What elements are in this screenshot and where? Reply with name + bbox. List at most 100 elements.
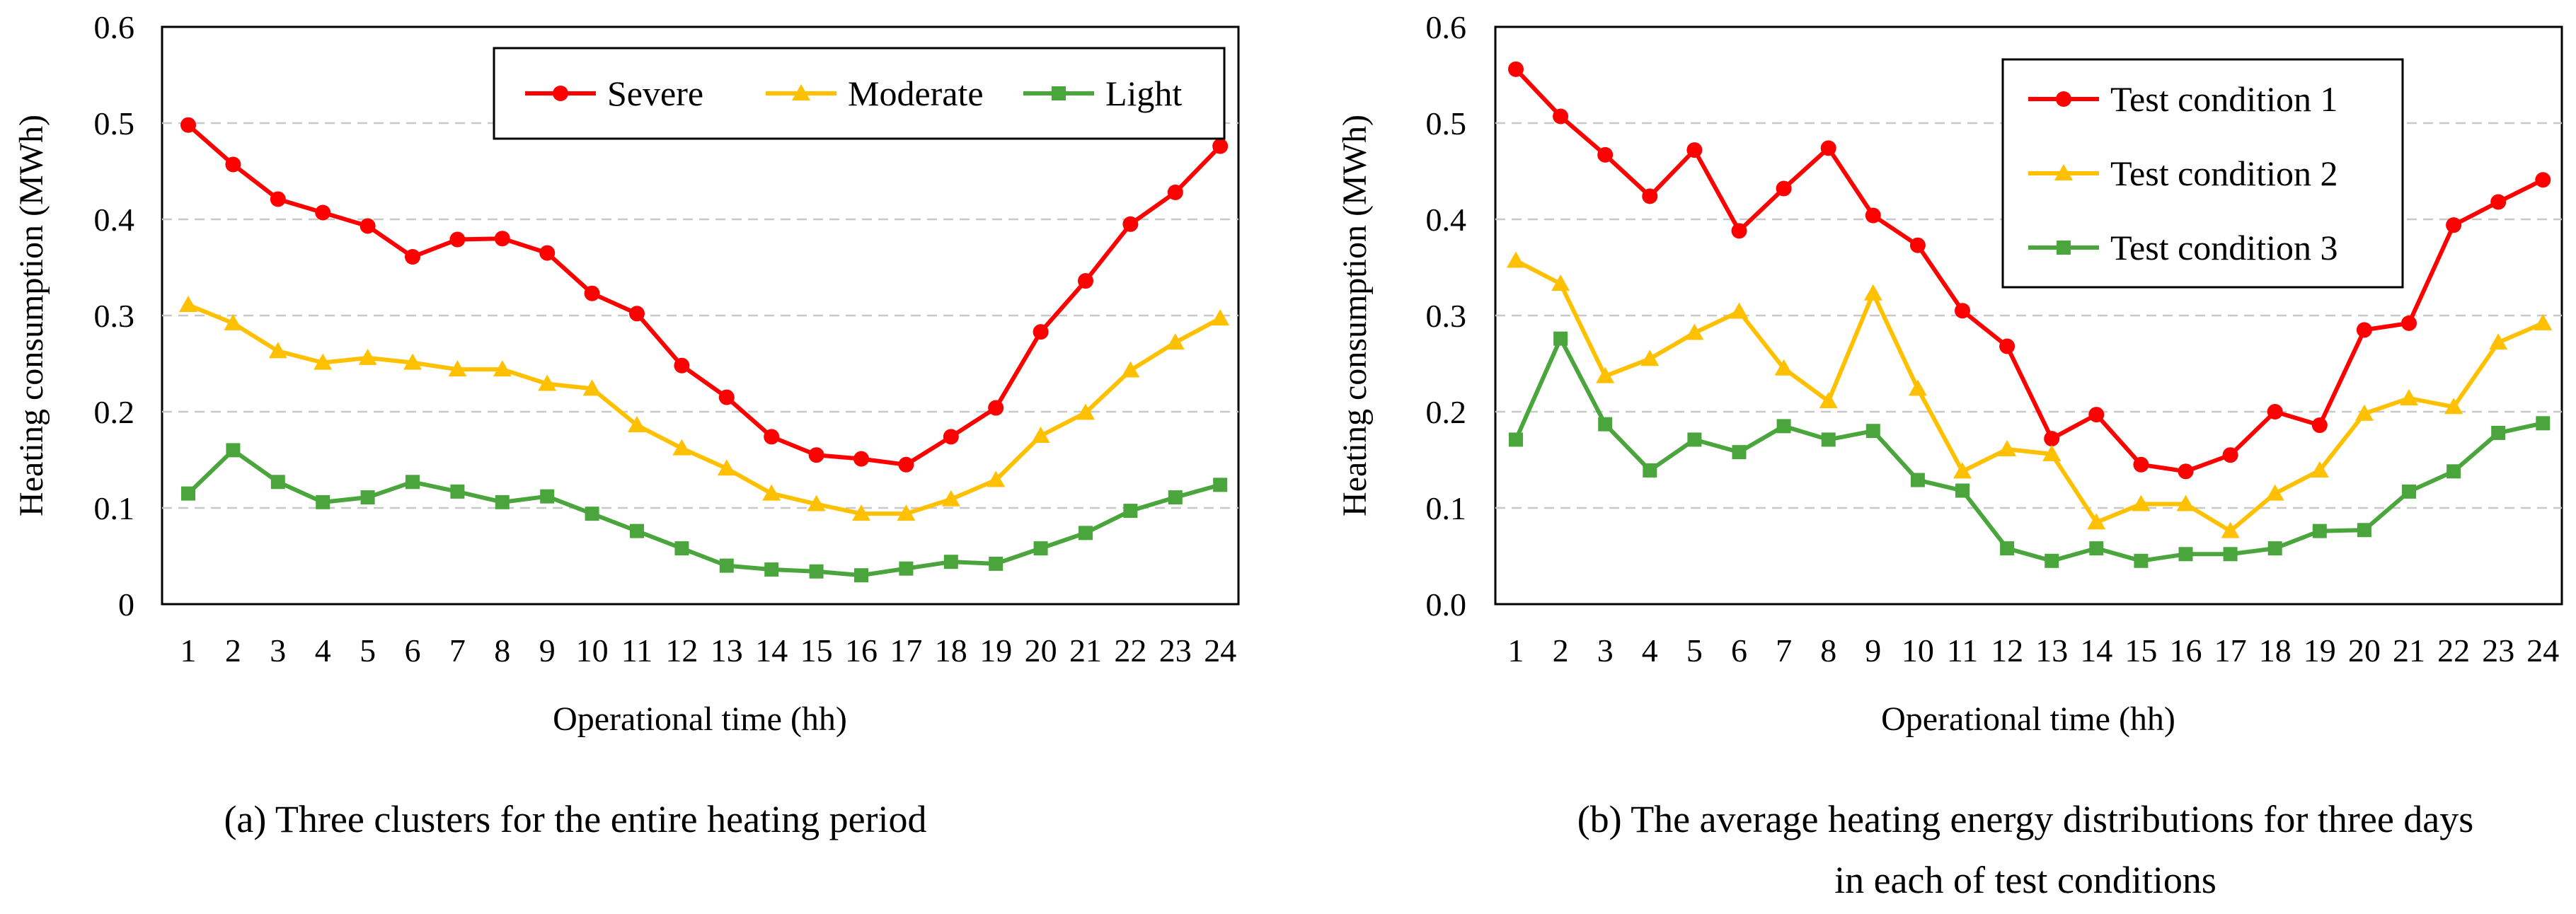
data-point-marker — [582, 379, 602, 396]
data-point-marker — [809, 564, 824, 579]
data-point-marker — [538, 374, 557, 391]
data-point-marker — [2000, 541, 2015, 556]
panel-b-caption-line-1: (b) The average heating energy distribut… — [1577, 798, 2474, 840]
y-tick-label: 0.0 — [1426, 586, 1467, 623]
x-tick-label: 7 — [449, 632, 466, 669]
x-tick-label: 24 — [2526, 632, 2559, 669]
data-point-marker — [2534, 313, 2553, 330]
panel-a-x-axis-label: Operational time (hh) — [553, 700, 847, 738]
data-point-marker — [1732, 445, 1747, 460]
x-tick-label: 5 — [1686, 632, 1703, 669]
data-point-marker — [1863, 284, 1882, 301]
y-tick-label: 0.1 — [94, 490, 135, 526]
x-tick-label: 16 — [2170, 632, 2202, 669]
data-point-marker — [630, 523, 644, 538]
legend-entry-label: Test condition 3 — [2110, 228, 2338, 267]
x-tick-label: 18 — [935, 632, 967, 669]
x-tick-label: 13 — [711, 632, 743, 669]
data-point-marker — [1776, 180, 1792, 197]
x-tick-label: 8 — [494, 632, 510, 669]
data-point-marker — [1774, 359, 1793, 376]
data-point-marker — [224, 313, 243, 330]
panel-a-series — [179, 117, 1230, 583]
data-point-marker — [1776, 419, 1791, 434]
data-point-marker — [2176, 494, 2195, 511]
panel-a-legend: Severe Moderate Light — [493, 47, 1226, 140]
x-tick-label: 17 — [890, 632, 922, 669]
x-tick-label: 10 — [576, 632, 609, 669]
data-point-marker — [2402, 484, 2416, 499]
data-point-marker — [808, 447, 824, 463]
x-tick-label: 14 — [755, 632, 788, 669]
data-point-marker — [2312, 523, 2327, 538]
x-tick-label: 23 — [2482, 632, 2514, 669]
data-point-marker — [2489, 333, 2508, 350]
data-point-marker — [1076, 403, 1095, 420]
data-point-marker — [987, 470, 1006, 487]
data-point-marker — [539, 245, 556, 261]
x-tick-label: 19 — [979, 632, 1012, 669]
data-point-marker — [629, 306, 645, 322]
data-point-marker — [1686, 142, 1703, 158]
x-tick-label: 12 — [1991, 632, 2023, 669]
x-tick-label: 1 — [180, 632, 197, 669]
data-point-marker — [1212, 138, 1229, 154]
legend-swatch-marker — [2056, 91, 2071, 107]
panel-a-y-axis-label: Heating consumption (MWh) — [13, 115, 50, 516]
data-point-marker — [2132, 494, 2151, 511]
data-point-marker — [1819, 392, 1838, 409]
data-point-marker — [179, 296, 197, 313]
y-tick-label: 0.4 — [94, 202, 135, 238]
data-point-marker — [494, 231, 510, 247]
series-line-3 — [1514, 336, 2543, 563]
data-point-marker — [450, 484, 465, 499]
data-point-marker — [1685, 323, 1704, 340]
data-point-marker — [540, 489, 555, 504]
x-tick-label: 12 — [665, 632, 698, 669]
x-tick-label: 20 — [2348, 632, 2381, 669]
data-point-marker — [448, 360, 467, 377]
series-line-1 — [187, 123, 1222, 467]
data-point-marker — [2401, 315, 2417, 331]
data-point-marker — [1553, 331, 1568, 346]
data-point-marker — [943, 555, 958, 569]
data-point-marker — [897, 504, 916, 521]
y-tick-label: 0.3 — [1426, 298, 1467, 334]
data-point-marker — [406, 475, 420, 490]
y-tick-label: 0.6 — [94, 9, 135, 45]
data-point-marker — [2490, 194, 2507, 210]
data-point-marker — [899, 561, 914, 576]
x-tick-label: 9 — [1865, 632, 1881, 669]
panel-a-y-tick-labels: 0 0.1 0.2 0.3 0.4 0.5 0.6 — [94, 9, 135, 623]
data-point-marker — [1551, 274, 1570, 291]
x-tick-label: 17 — [2214, 632, 2247, 669]
data-point-marker — [1033, 324, 1049, 340]
x-tick-label: 5 — [360, 632, 376, 669]
data-point-marker — [717, 459, 736, 476]
data-point-marker — [1642, 188, 1658, 204]
data-point-marker — [1168, 490, 1183, 505]
data-point-marker — [1553, 108, 1569, 125]
y-tick-label: 0.2 — [1426, 394, 1467, 430]
data-point-marker — [2222, 447, 2238, 463]
data-point-marker — [1865, 424, 1880, 439]
x-tick-label: 22 — [1114, 632, 1146, 669]
y-tick-label: 0.1 — [1426, 490, 1467, 526]
x-tick-label: 9 — [539, 632, 556, 669]
data-point-marker — [2089, 541, 2104, 556]
data-point-marker — [585, 507, 599, 521]
data-point-marker — [315, 204, 331, 221]
data-point-marker — [1213, 478, 1228, 492]
data-point-marker — [1079, 526, 1093, 540]
data-point-marker — [628, 416, 646, 433]
data-point-marker — [941, 490, 960, 507]
data-point-marker — [2178, 547, 2193, 562]
data-point-marker — [2045, 553, 2059, 568]
data-point-marker — [1211, 309, 1230, 326]
x-tick-label: 2 — [1553, 632, 1569, 669]
panel-b-caption-line-2: in each of test conditions — [1834, 859, 2216, 901]
data-point-marker — [2444, 398, 2463, 415]
x-tick-label: 19 — [2304, 632, 2336, 669]
x-tick-label: 21 — [2393, 632, 2425, 669]
data-point-marker — [672, 439, 691, 456]
